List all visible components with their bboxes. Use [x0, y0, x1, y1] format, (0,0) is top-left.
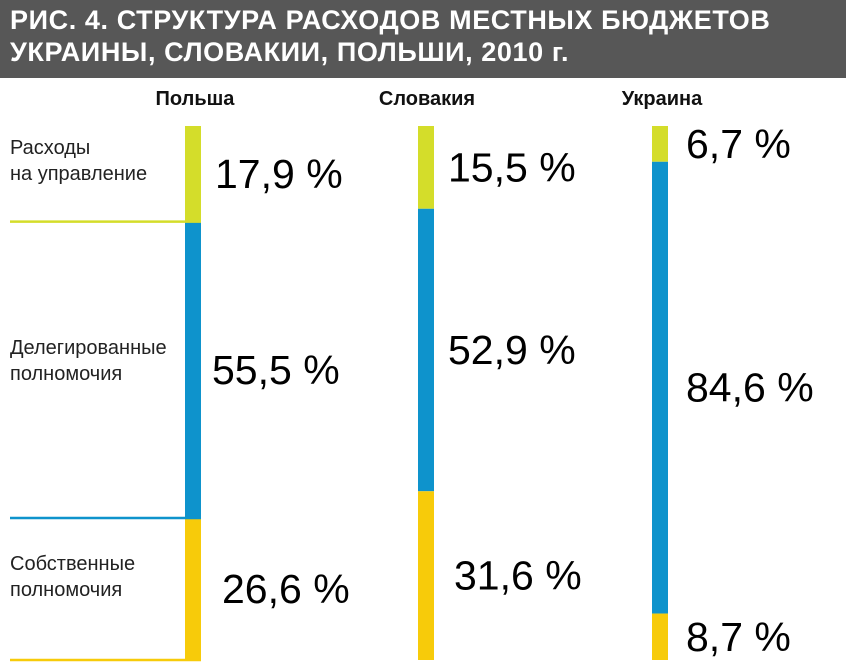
value-label-3-1: 6,7 % [686, 121, 791, 167]
category-label-1-line-1: Расходы [10, 137, 90, 159]
bar-segment-3-1 [652, 126, 668, 162]
value-label-3-3: 8,7 % [686, 614, 791, 660]
value-label-3-2: 84,6 % [686, 365, 814, 411]
category-label-2-line-2: полномочия [10, 363, 122, 385]
category-label-3-line-1: Собственные [10, 553, 135, 575]
value-label-2-1: 15,5 % [448, 144, 576, 190]
category-label-1-line-2: на управление [10, 163, 147, 185]
country-label-2: Словакия [379, 88, 475, 110]
value-label-2-3: 31,6 % [454, 553, 582, 599]
value-label-2-2: 52,9 % [448, 327, 576, 373]
figure-header: РИС. 4. СТРУКТУРА РАСХОДОВ МЕСТНЫХ БЮДЖЕ… [0, 0, 846, 78]
bar-segment-3-2 [652, 161, 668, 614]
bar-segment-2-3 [418, 491, 434, 660]
bar-segment-2-1 [418, 126, 434, 209]
bar-segment-2-2 [418, 208, 434, 492]
category-label-2-line-1: Делегированные [10, 337, 167, 359]
bar-segment-1-2 [185, 221, 201, 518]
bar-segment-1-1 [185, 126, 201, 222]
country-label-3: Украина [622, 88, 703, 110]
category-label-3: Собственные полномочия [10, 553, 135, 601]
bar-segment-3-3 [652, 613, 668, 660]
value-label-1-3: 26,6 % [222, 566, 350, 612]
category-label-3-line-2: полномочия [10, 579, 122, 601]
value-label-1-2: 55,5 % [212, 347, 340, 393]
value-label-1-1: 17,9 % [215, 151, 343, 197]
figure-title: РИС. 4. СТРУКТУРА РАСХОДОВ МЕСТНЫХ БЮДЖЕ… [10, 5, 771, 67]
country-label-1: Польша [156, 88, 236, 110]
category-label-2: Делегированные полномочия [10, 337, 167, 385]
category-label-1: Расходы на управление [10, 137, 147, 185]
bar-segment-1-3 [185, 517, 201, 660]
